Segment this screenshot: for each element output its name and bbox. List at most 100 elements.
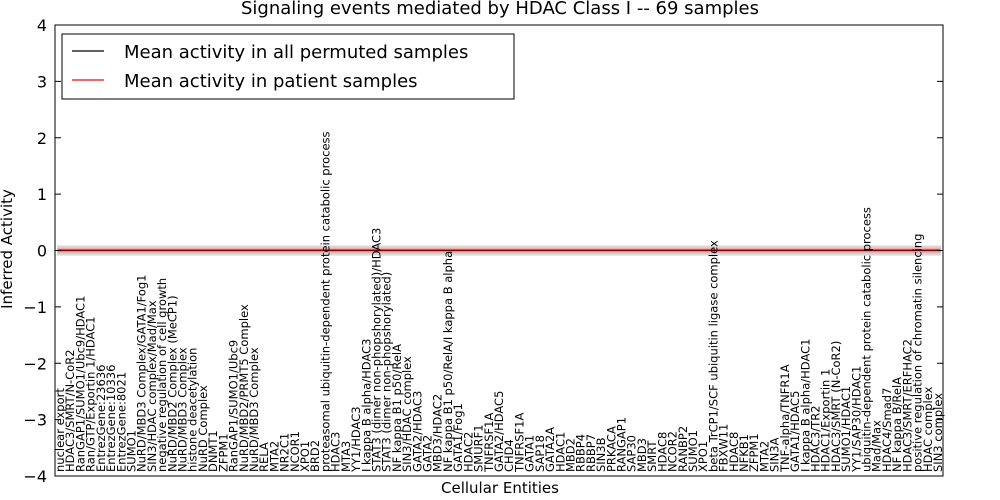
x-tick-label: HDAC3/TR2 bbox=[808, 405, 822, 472]
x-tick-label: GATA2 bbox=[421, 435, 435, 472]
x-tick-label: ZFPM1 bbox=[747, 433, 761, 472]
x-tick-label: STAT3 (dimer non-phopshorylated) bbox=[380, 272, 394, 472]
x-tick-label: HDAC complex bbox=[921, 386, 935, 472]
x-tick-label: HDAC3 bbox=[329, 432, 343, 472]
x-tick-label: MBD3/HDAC2 bbox=[431, 394, 445, 472]
x-tick-label: YY1/HDAC3 bbox=[349, 406, 363, 473]
x-tick-label: HDAC1/Exportin 1 bbox=[819, 369, 833, 472]
x-tick-label: SMRT bbox=[645, 440, 659, 472]
x-tick-label: NuRD Complex bbox=[196, 385, 210, 472]
x-tick-label: PRKACA bbox=[604, 426, 618, 472]
chart-title: Signaling events mediated by HDAC Class … bbox=[241, 0, 759, 19]
x-tick-label: ZFPM1 bbox=[216, 433, 230, 472]
y-tick-label: −3 bbox=[23, 411, 47, 430]
x-tick-label: NF kappa B1 p50/RelA/I kappa B alpha bbox=[441, 251, 455, 472]
x-tick-label: MBD2 bbox=[563, 438, 577, 472]
x-tick-label: SIN3 complex bbox=[931, 393, 945, 472]
x-tick-label: NFKB1 bbox=[737, 434, 751, 472]
x-tick-label: negative regulation of cell growth bbox=[155, 278, 169, 472]
x-tick-label: RBBP7 bbox=[584, 434, 598, 472]
x-tick-label: NuRD/MBD2 Complex (MeCP1) bbox=[165, 295, 179, 472]
x-tick-label: SIN3/HDAC complex bbox=[400, 356, 414, 472]
x-tick-label: SAP30 bbox=[625, 435, 639, 472]
x-tick-label: RBBP4 bbox=[574, 434, 588, 472]
x-tick-label: I kappa B alpha/HDAC1 bbox=[798, 339, 812, 472]
x-tick-label: EntrezGene:10336 bbox=[104, 365, 118, 472]
x-tick-label: HDAC2 bbox=[461, 432, 475, 472]
x-tick-label: TNFRSF1A bbox=[512, 413, 526, 473]
x-tick-label: GATA1/HDAC5 bbox=[788, 391, 802, 472]
x-tick-label: HDAC3/SMRT/N-CoR2 bbox=[63, 349, 77, 472]
x-tick-label: HDAC8 bbox=[655, 432, 669, 472]
y-tick-label: 1 bbox=[37, 185, 47, 204]
legend: Mean activity in all permuted samples Me… bbox=[61, 33, 515, 100]
x-tick-label: NuRD/MBD3 Complex bbox=[176, 347, 190, 472]
x-tick-label: GATA1 bbox=[523, 435, 537, 472]
legend-label-patient: Mean activity in patient samples bbox=[124, 71, 418, 92]
y-tick-label: −1 bbox=[23, 298, 47, 317]
x-tick-label: RanGAP1/SUMO1/Ubc9 bbox=[227, 340, 241, 472]
x-tick-label: beta TrCP1/SCF ubiquitin ligase complex bbox=[706, 240, 720, 472]
y-tick-label: 4 bbox=[37, 16, 47, 35]
x-tick-labels: nuclear exportHDAC3/SMRT/N-CoR2RanGAP1/S… bbox=[53, 131, 945, 473]
x-tick-label: proteasomal ubiquitin-dependent protein … bbox=[318, 131, 332, 472]
x-tick-label: NuRD/MBD3 Complex bbox=[247, 347, 261, 472]
x-tick-label: Ran/GTP/Exportin 1/HDAC1 bbox=[84, 316, 98, 472]
x-tick-label: NF kappa B/RelA bbox=[890, 377, 904, 472]
x-tick-label: SUMO1/HDAC1 bbox=[839, 386, 853, 472]
x-tick-label: SIN3A bbox=[768, 437, 782, 472]
x-tick-label: CHD4 bbox=[502, 439, 516, 472]
x-tick-label: RANBP2 bbox=[676, 426, 690, 472]
x-tick-label: HDAC1 bbox=[553, 432, 567, 472]
x-tick-label: NR2C1 bbox=[278, 433, 292, 472]
x-tick-label: ubiquitin-dependent protein catabolic pr… bbox=[860, 207, 874, 472]
y-tick-label: −2 bbox=[23, 354, 47, 373]
x-tick-label: SMURF1 bbox=[472, 424, 486, 472]
y-axis-label: Inferred Activity bbox=[0, 189, 16, 309]
y-tick-label: −4 bbox=[23, 467, 47, 486]
x-tick-label: EntrezGene:23636 bbox=[94, 365, 108, 472]
x-axis-label: Cellular Entities bbox=[441, 479, 559, 497]
x-tick-label: RANGAP1 bbox=[615, 417, 629, 472]
x-tick-label: HDAC3/SMRT/ERFHAC2 bbox=[900, 339, 914, 472]
x-tick-label: GATA1/Fog1 bbox=[451, 403, 465, 472]
x-tick-label: SIN3/HDAC complex/Mad/Max bbox=[145, 300, 159, 472]
x-tick-label: RELA bbox=[257, 442, 271, 472]
x-tick-label: XPO1 bbox=[696, 441, 710, 472]
x-tick-label: SUMO1 bbox=[124, 430, 138, 472]
x-tick-label: GATA2A bbox=[543, 427, 557, 472]
x-tick-label: TNF-alpha/TNFR1A bbox=[778, 364, 792, 473]
y-axis: −4 −3 −2 −1 0 1 2 3 4 bbox=[23, 16, 943, 486]
plot-frame bbox=[54, 24, 944, 477]
x-tick-label: RanGAP1/SUMO1/Ubc9/HDAC1 bbox=[73, 296, 87, 472]
x-tick-label: Mad/Max bbox=[870, 420, 884, 472]
series-lines bbox=[58, 249, 940, 252]
x-tick-label: NF kappa B1 p50/RelA bbox=[390, 344, 404, 472]
x-tick-label: histone deacetylation bbox=[186, 348, 200, 472]
x-tick-label: HDAC3/SMRT (N-CoR2) bbox=[829, 341, 843, 472]
x-tick-label: nuclear export bbox=[53, 388, 67, 472]
x-tick-label: FBXW11 bbox=[717, 424, 731, 472]
x-tick-label: positive regulation of chromatin silenci… bbox=[911, 234, 925, 472]
x-tick-label: SIN3B bbox=[594, 437, 608, 472]
x-tick-label: NCOR1 bbox=[288, 431, 302, 472]
x-tick-label: XPO1 bbox=[298, 441, 312, 472]
x-tick-label: STAT3 (dimer non-phopshorylated)/HDAC3 bbox=[369, 228, 383, 472]
x-tick-label: EntrezGene:8021 bbox=[114, 372, 128, 472]
legend-label-permuted: Mean activity in all permuted samples bbox=[124, 42, 468, 63]
x-tick-label: SUMO1 bbox=[686, 430, 700, 472]
y-tick-label: 2 bbox=[37, 129, 47, 148]
x-tick-label: BRD2 bbox=[308, 440, 322, 472]
x-tick-label: MTA2 bbox=[267, 441, 281, 472]
y-tick-label: 0 bbox=[37, 242, 47, 261]
y-tick-label: 3 bbox=[37, 72, 47, 91]
x-tick-label: MTA2 bbox=[757, 441, 771, 472]
x-tick-label: DNMT1 bbox=[206, 430, 220, 472]
x-tick-label: YY1/SAP30/HDAC1 bbox=[849, 366, 863, 473]
x-tick-label: NCOR2 bbox=[666, 431, 680, 472]
x-tick-label: GATA2/HDAC5 bbox=[492, 391, 506, 472]
x-tick-label: GATA2/HDAC3 bbox=[410, 391, 424, 472]
x-tick-label: NuRD/MBD3 Complex/GATA1/Fog1 bbox=[135, 275, 149, 473]
x-tick-label: HDAC4/Smad7 bbox=[880, 388, 894, 472]
